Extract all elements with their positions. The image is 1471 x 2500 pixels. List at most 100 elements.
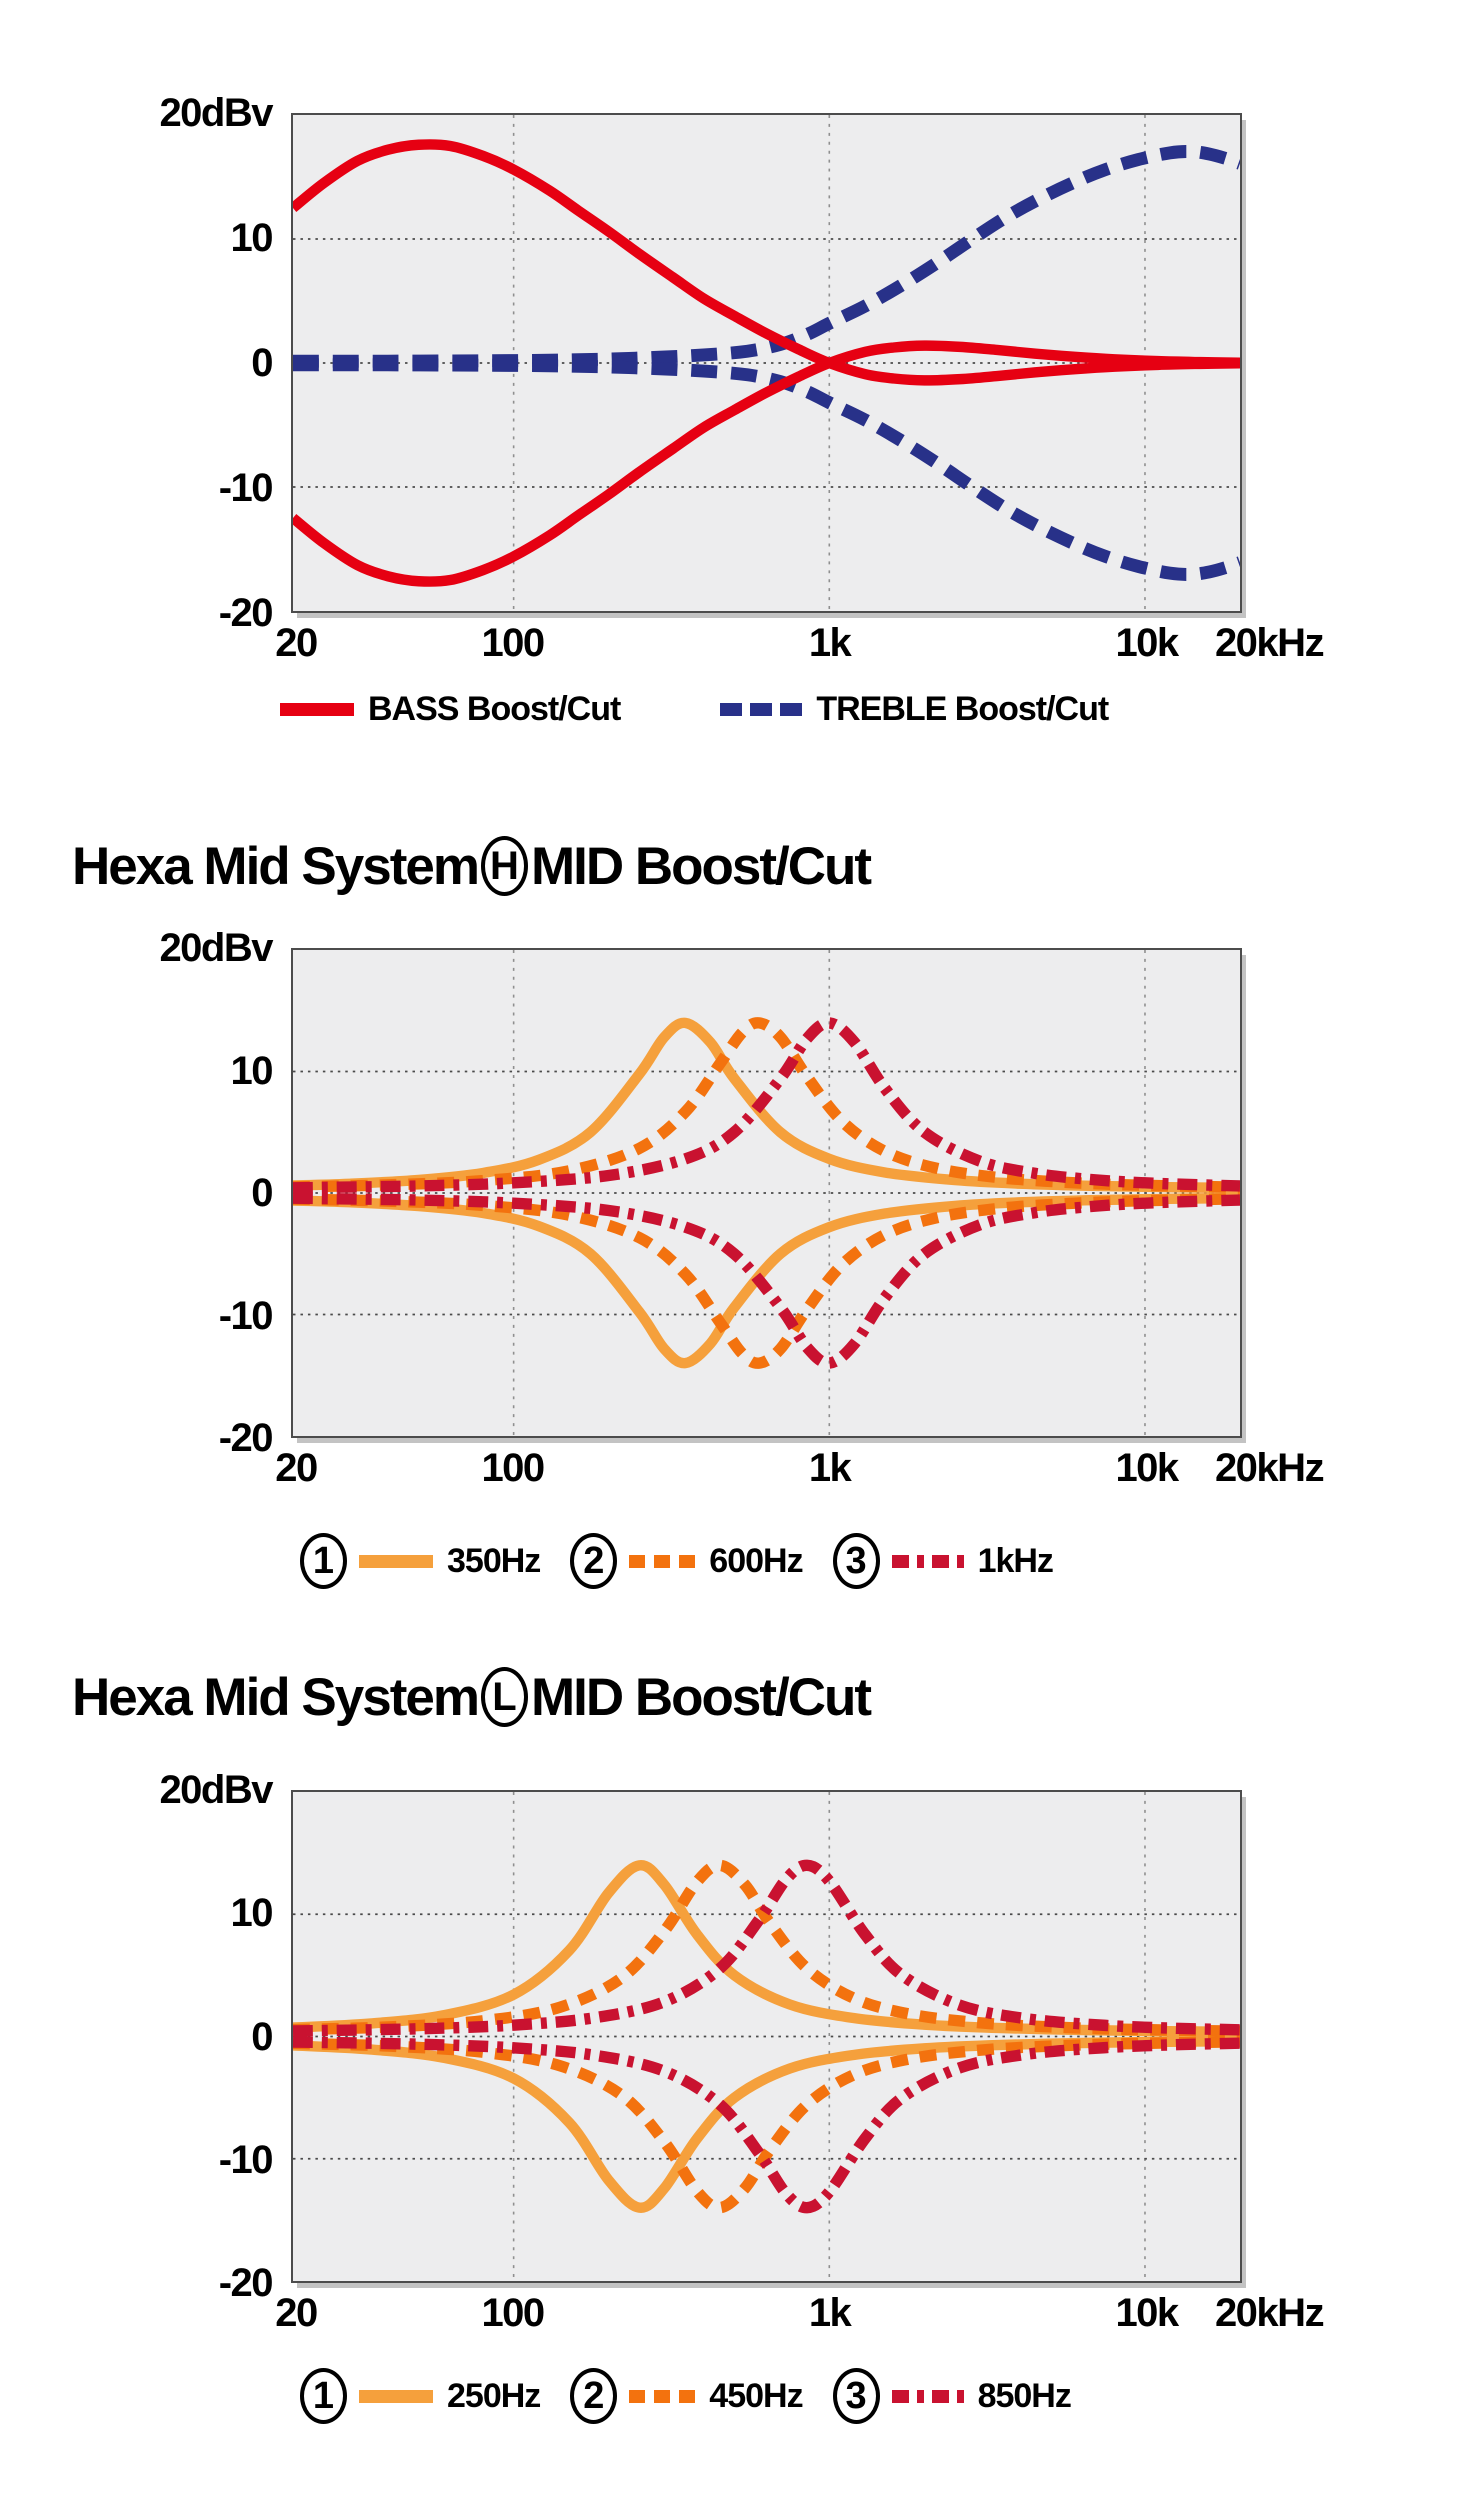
legend-label: 600Hz <box>709 1541 803 1580</box>
x-tick-label-20: 20 <box>275 1446 318 1490</box>
chart2-title-suffix: MID Boost/Cut <box>530 836 872 896</box>
legend-swatch-solid <box>359 2389 433 2403</box>
swatch-segment <box>629 2389 646 2403</box>
circled-h-badge: H <box>480 836 528 896</box>
circled-number-2: 2 <box>570 1533 618 1589</box>
x-tick-label-20kHz: 20kHz <box>1214 2291 1325 2335</box>
circled-number-1: 1 <box>300 1533 347 1589</box>
chart3-title-suffix: MID Boost/Cut <box>530 1667 872 1727</box>
circled-number-1: 1 <box>300 2368 347 2424</box>
legend-swatch-solid <box>359 1554 433 1568</box>
legend-item-1khz: 3 1kHz <box>832 1533 1054 1589</box>
swatch-segment <box>916 1554 924 1568</box>
plot-area-chart1 <box>291 113 1242 613</box>
curve-850hz-boost <box>293 1859 1240 2037</box>
swatch-segment <box>359 1554 433 1568</box>
curve-250hz-boost <box>293 1860 1240 2038</box>
legend-label: 350Hz <box>447 1541 541 1580</box>
legend-item-850hz: 3 850Hz <box>832 2368 1072 2424</box>
swatch-segment <box>891 1554 909 1568</box>
x-tick-label-100: 100 <box>481 2291 545 2335</box>
x-tick-label-10k: 10k <box>1115 621 1179 665</box>
x-tick-label-10k: 10k <box>1115 2291 1179 2335</box>
x-tick-label-100: 100 <box>481 1446 545 1490</box>
bass-treble-curves <box>293 115 1240 611</box>
y-tick-label--20: -20 <box>218 2261 274 2305</box>
y-tick-label--10: -10 <box>218 466 274 510</box>
mid-l-curves <box>293 1792 1240 2281</box>
swatch-segment <box>931 1554 949 1568</box>
legend-swatch-dashed-long <box>720 702 803 716</box>
swatch-segment <box>280 702 354 716</box>
x-tick-label-20: 20 <box>275 621 318 665</box>
x-tick-label-20: 20 <box>275 2291 318 2335</box>
curve-450hz-cut <box>293 2036 1240 2214</box>
swatch-segment <box>916 2389 924 2403</box>
y-tick-label--20: -20 <box>218 591 274 635</box>
swatch-segment <box>720 702 743 716</box>
legend-item-250hz: 1 250Hz <box>300 2368 541 2424</box>
x-tick-label-1k: 1k <box>808 1446 852 1490</box>
swatch-segment <box>780 702 803 716</box>
legend-swatch-dashdot <box>891 2389 964 2403</box>
legend-item-350hz: 1 350Hz <box>300 1533 541 1589</box>
y-tick-label-10: 10 <box>230 216 274 260</box>
legend-chart3: 1 250Hz 2 450Hz 3 850Hz <box>300 2365 1072 2427</box>
circled-number-3: 3 <box>832 2368 880 2424</box>
plot-area-chart2 <box>291 948 1242 1438</box>
plot-area-chart3 <box>291 1790 1242 2283</box>
curve-bass-boost-cut-cut <box>293 340 1240 587</box>
swatch-segment <box>679 2389 696 2403</box>
swatch-segment <box>629 1554 646 1568</box>
y-axis-unit-label-chart3: 20dBv <box>159 1768 273 1812</box>
swatch-segment <box>956 2389 964 2403</box>
swatch-segment <box>750 702 773 716</box>
legend-item-bass-boost-cut: BASS Boost/Cut <box>280 690 621 729</box>
swatch-segment <box>956 1554 964 1568</box>
legend-chart1: BASS Boost/Cut TREBLE Boost/Cut <box>280 678 1109 740</box>
legend-label: 450Hz <box>709 2376 803 2415</box>
y-axis-unit-label-chart2: 20dBv <box>159 926 273 970</box>
legend-swatch-solid <box>280 702 354 716</box>
y-tick-label-0: 0 <box>251 341 273 385</box>
legend-label: TREBLE Boost/Cut <box>816 689 1109 728</box>
curve-1khz-boost <box>293 1017 1240 1194</box>
y-tick-label-10: 10 <box>230 1891 274 1936</box>
swatch-segment <box>931 2389 949 2403</box>
x-tick-label-10k: 10k <box>1115 1446 1179 1490</box>
chart3-title-prefix: Hexa Mid System <box>72 1667 480 1727</box>
legend-swatch-dashed <box>629 2389 696 2403</box>
curve-250hz-cut <box>293 2035 1240 2213</box>
y-tick-label--10: -10 <box>218 2137 274 2182</box>
x-tick-label-1k: 1k <box>808 2291 852 2335</box>
curve-1khz-cut <box>293 1192 1240 1369</box>
curve-450hz-boost <box>293 1859 1240 2037</box>
legend-item-treble-boost-cut: TREBLE Boost/Cut <box>720 689 1109 729</box>
legend-label: 250Hz <box>447 2376 541 2415</box>
swatch-segment <box>359 2389 433 2403</box>
legend-chart2: 1 350Hz 2 600Hz 3 1kHz <box>300 1530 1054 1592</box>
circled-number-3: 3 <box>832 1533 880 1589</box>
y-axis-unit-label-chart1: 20dBv <box>159 91 273 135</box>
legend-swatch-dashdot <box>891 1554 964 1568</box>
x-tick-label-100: 100 <box>481 621 545 665</box>
chart2-title-prefix: Hexa Mid System <box>72 836 480 896</box>
legend-label: 1kHz <box>977 1541 1054 1580</box>
y-tick-label-10: 10 <box>230 1048 274 1093</box>
curve-850hz-cut <box>293 2036 1240 2214</box>
swatch-segment <box>679 1554 696 1568</box>
chart2-title: Hexa Mid System H MID Boost/Cut <box>72 831 872 901</box>
circled-number-2: 2 <box>570 2368 618 2424</box>
circled-l-badge: L <box>480 1667 528 1727</box>
legend-item-450hz: 2 450Hz <box>570 2368 804 2424</box>
curve-treble-boost-cut-boost <box>293 145 1240 368</box>
y-tick-label-0: 0 <box>251 2014 273 2059</box>
legend-swatch-dashed <box>629 1554 696 1568</box>
x-tick-label-20kHz: 20kHz <box>1214 1446 1325 1490</box>
swatch-segment <box>654 1554 671 1568</box>
swatch-segment <box>654 2389 671 2403</box>
legend-label: 850Hz <box>977 2376 1072 2415</box>
chart3-title: Hexa Mid System L MID Boost/Cut <box>72 1662 872 1732</box>
x-tick-label-1k: 1k <box>808 621 852 665</box>
